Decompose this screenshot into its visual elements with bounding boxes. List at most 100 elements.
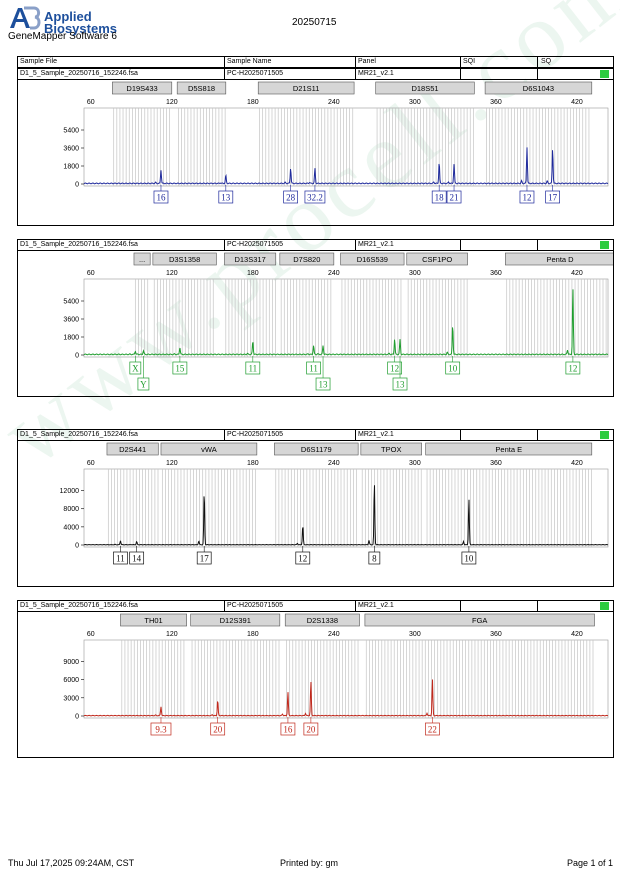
marker-label: vWA	[201, 445, 217, 454]
sq-status-icon	[600, 602, 609, 610]
col-sample-file: Sample File	[20, 58, 57, 65]
brand-name-line1: Applied	[44, 9, 92, 24]
x-tick-label: 420	[571, 460, 583, 467]
x-tick-label: 180	[247, 631, 259, 638]
marker-label: D18S51	[411, 84, 438, 93]
col-divider	[355, 601, 356, 611]
allele-call-box	[137, 377, 150, 391]
allele-call-label: 11	[309, 364, 318, 374]
x-tick-label: 60	[87, 99, 95, 106]
allele-call-box	[295, 551, 311, 565]
footer-page: Page 1 of 1	[567, 858, 614, 868]
allele-call-box	[306, 361, 321, 375]
col-divider	[224, 430, 225, 440]
marker-box	[425, 442, 593, 456]
marker-label: D16S539	[357, 255, 388, 264]
y-tick-label: 0	[75, 353, 79, 360]
col-divider	[460, 69, 461, 79]
x-tick-label: 360	[490, 270, 502, 277]
panel-header: D1_5_Sample_20250716_152246.fsa PC-H2025…	[18, 240, 613, 251]
y-tick-label: 5400	[63, 128, 79, 135]
allele-call-box	[368, 551, 381, 565]
col-sq: SQ	[541, 58, 552, 65]
marker-label: D13S317	[234, 255, 265, 264]
marker-label: D19S433	[126, 84, 157, 93]
col-divider	[537, 240, 538, 250]
allele-call-label: 28	[286, 193, 296, 203]
marker-box	[176, 81, 227, 95]
allele-call-label: 20	[213, 725, 223, 735]
x-tick-label: 120	[166, 631, 178, 638]
sample-file: D1_5_Sample_20250716_152246.fsa	[20, 431, 138, 438]
allele-call-label: X	[132, 364, 139, 374]
electropherogram-plot: ... D3S1358 D13S317 D7S820 D16S539 CSF1PO Pent…	[63, 252, 613, 391]
allele-call-box	[446, 190, 462, 204]
col-sample-name: Sample Name	[227, 58, 272, 65]
x-tick-label: 300	[409, 270, 421, 277]
y-tick-label: 4000	[63, 524, 79, 531]
allele-call-box	[387, 361, 402, 375]
marker-box	[224, 252, 277, 266]
y-tick-label: 0	[75, 543, 79, 550]
col-panel: Panel	[358, 58, 376, 65]
electropherogram-panel-black: D1_5_Sample_20250716_152246.fsa PC-H2025…	[17, 429, 614, 587]
allele-call-box	[304, 190, 326, 204]
allele-call-box	[445, 361, 461, 375]
allele-call-label: 17	[200, 554, 210, 564]
x-tick-label: 180	[247, 460, 259, 467]
x-tick-label: 120	[166, 460, 178, 467]
sample-name: PC-H2025071505	[227, 602, 284, 609]
col-divider	[460, 57, 461, 67]
panel-header: D1_5_Sample_20250716_152246.fsa PC-H2025…	[18, 69, 613, 80]
y-tick-label: 5400	[63, 299, 79, 306]
x-tick-label: 420	[571, 270, 583, 277]
allele-call-label: 32.2	[307, 193, 323, 203]
allele-call-label: 11	[248, 364, 257, 374]
allele-call-label: 15	[175, 364, 185, 374]
allele-call-label: 14	[132, 554, 142, 564]
x-tick-label: 240	[328, 270, 340, 277]
marker-label: D7S820	[293, 255, 320, 264]
allele-call-box	[129, 361, 142, 375]
allele-call-box	[519, 190, 535, 204]
marker-label: D2S1338	[307, 616, 338, 625]
x-tick-label: 180	[247, 99, 259, 106]
allele-call-box	[425, 722, 440, 736]
sample-name: PC-H2025071505	[227, 241, 284, 248]
x-tick-label: 120	[166, 99, 178, 106]
applied-biosystems-logo-icon	[10, 6, 41, 30]
plot-frame	[83, 107, 609, 187]
x-tick-label: 240	[328, 460, 340, 467]
plot-frame	[83, 468, 609, 548]
x-tick-label: 60	[87, 270, 95, 277]
y-tick-label: 12000	[60, 488, 80, 495]
allele-call-box	[392, 377, 408, 391]
panel-header: D1_5_Sample_20250716_152246.fsa PC-H2025…	[18, 430, 613, 441]
brand-logo: Applied Biosystems	[8, 6, 118, 36]
allele-call-box	[303, 722, 319, 736]
marker-box	[160, 442, 258, 456]
plot-frame	[83, 639, 609, 719]
y-tick-label: 3000	[63, 695, 79, 702]
allele-call-box	[196, 551, 212, 565]
y-tick-label: 1800	[63, 164, 79, 171]
allele-call-box	[129, 551, 145, 565]
allele-call-label: 16	[156, 193, 166, 203]
report-date: 20250715	[292, 17, 337, 28]
col-divider	[355, 57, 356, 67]
marker-box	[484, 81, 593, 95]
marker-box	[112, 81, 173, 95]
sample-file: D1_5_Sample_20250716_152246.fsa	[20, 70, 138, 77]
allele-call-label: 17	[548, 193, 558, 203]
x-tick-label: 360	[490, 631, 502, 638]
plot-frame	[83, 278, 609, 358]
allele-call-box	[218, 190, 234, 204]
sq-status-icon	[600, 241, 609, 249]
col-divider	[537, 430, 538, 440]
allele-call-label: 13	[319, 380, 329, 390]
brand-name-line2: Biosystems	[44, 21, 117, 36]
marker-box	[284, 613, 360, 627]
col-divider	[460, 430, 461, 440]
panel-name: MR21_v2.1	[358, 431, 394, 438]
allele-call-box	[210, 722, 226, 736]
